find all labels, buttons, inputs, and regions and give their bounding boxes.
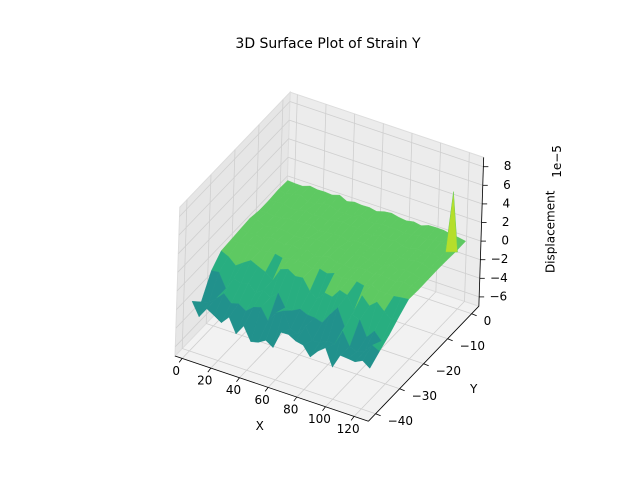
surface-spike bbox=[445, 191, 458, 253]
axis-line bbox=[174, 355, 369, 422]
tick-label: −6 bbox=[489, 289, 507, 303]
tick-mark bbox=[375, 413, 381, 417]
grid-line bbox=[178, 138, 289, 254]
x-axis-label: X bbox=[256, 419, 264, 433]
tick-label: 100 bbox=[308, 412, 331, 426]
axis-line bbox=[478, 157, 485, 307]
surface-patch bbox=[362, 344, 380, 369]
tick-label: 0 bbox=[484, 314, 492, 328]
tick-mark bbox=[471, 313, 477, 317]
tick-mark bbox=[322, 406, 326, 411]
tick-label: 6 bbox=[503, 178, 511, 192]
tick-label: 80 bbox=[283, 403, 298, 417]
axis-line bbox=[368, 305, 480, 422]
surface bbox=[191, 180, 466, 369]
tick-label: 0 bbox=[172, 364, 180, 378]
chart-title: 3D Surface Plot of Strain Y bbox=[235, 36, 421, 52]
grid-line bbox=[179, 101, 291, 217]
tick-mark bbox=[447, 338, 453, 342]
tick-mark bbox=[293, 396, 298, 402]
tick-mark bbox=[207, 367, 212, 373]
grid-line bbox=[177, 157, 289, 273]
tick-mark bbox=[178, 358, 183, 363]
tick-mark bbox=[423, 363, 429, 367]
tick-mark bbox=[350, 416, 355, 421]
tick-label: 40 bbox=[226, 383, 241, 397]
tick-mark bbox=[264, 387, 269, 392]
grid-line bbox=[289, 119, 483, 186]
z-axis-label: Displacement bbox=[544, 190, 558, 273]
grid-line bbox=[206, 323, 400, 390]
tick-label: 4 bbox=[503, 196, 511, 210]
tick-label: −30 bbox=[412, 389, 437, 403]
tick-label: −20 bbox=[436, 364, 461, 378]
tick-label: 60 bbox=[255, 393, 270, 407]
grid-line bbox=[289, 101, 484, 168]
tick-label: −2 bbox=[491, 252, 509, 266]
grid-line bbox=[464, 152, 470, 302]
y-axis-label: Y bbox=[469, 382, 478, 396]
tick-mark bbox=[399, 388, 405, 392]
grid-line bbox=[288, 138, 483, 205]
grid-line bbox=[178, 119, 290, 236]
tick-label: 20 bbox=[197, 374, 212, 388]
z-offset-label: 1e−5 bbox=[550, 145, 564, 178]
tick-label: −40 bbox=[388, 414, 413, 428]
grid-line bbox=[182, 348, 376, 415]
tick-label: −4 bbox=[490, 271, 508, 285]
tick-label: 8 bbox=[504, 159, 512, 173]
tick-label: 0 bbox=[501, 234, 509, 248]
tick-label: 2 bbox=[502, 215, 510, 229]
tick-label: −10 bbox=[460, 339, 485, 353]
tick-label: 120 bbox=[337, 422, 360, 436]
tick-mark bbox=[236, 377, 240, 382]
axes: 0204060801001200−10−20−30−40−6−4−202468X… bbox=[172, 145, 564, 436]
grid-line bbox=[176, 175, 288, 292]
grid-line bbox=[181, 199, 188, 349]
grid-line bbox=[287, 156, 482, 223]
